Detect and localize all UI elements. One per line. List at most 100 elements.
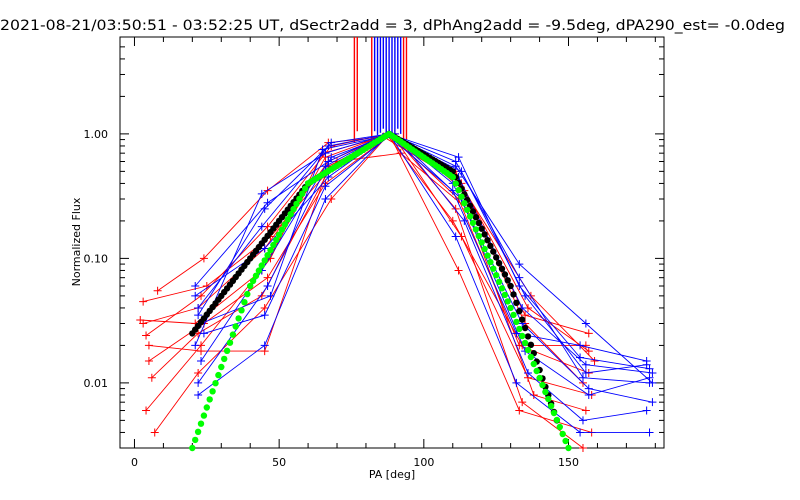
- green-curve-point: [258, 262, 265, 269]
- green-curve-point: [267, 246, 274, 254]
- plus-marker: [194, 390, 203, 399]
- plus-marker: [460, 216, 469, 225]
- plus-marker: [324, 157, 333, 166]
- plus-marker: [451, 204, 460, 213]
- green-curve-point: [212, 380, 219, 387]
- green-curve-point: [299, 190, 306, 197]
- red-trace: [142, 129, 587, 387]
- plus-marker: [512, 378, 521, 387]
- plus-marker: [257, 189, 266, 198]
- green-curve-point: [452, 180, 459, 187]
- green-curve-point: [235, 315, 242, 322]
- plus-marker: [448, 216, 457, 225]
- plus-marker: [191, 341, 200, 350]
- green-curve-point: [533, 367, 540, 375]
- plus-marker: [576, 341, 585, 350]
- red-series: [136, 129, 599, 452]
- black-curve-point: [507, 282, 514, 290]
- blue-trace-line: [197, 133, 650, 370]
- green-curve-point: [255, 267, 263, 274]
- black-curve-point: [490, 248, 497, 255]
- green-curve-point: [461, 200, 468, 207]
- plus-marker: [142, 406, 151, 415]
- green-curve-point: [218, 363, 225, 371]
- black-curve-point: [493, 254, 500, 261]
- plus-marker: [529, 390, 538, 399]
- green-curve-point: [221, 355, 228, 363]
- y-tick-label: 1.00: [84, 128, 109, 141]
- green-curve-point: [302, 185, 309, 192]
- black-curve-point: [484, 237, 491, 244]
- green-curve-point: [507, 304, 514, 312]
- plus-marker: [260, 303, 269, 312]
- green-curve-point: [293, 200, 300, 208]
- green-curve-point: [252, 272, 260, 279]
- green-curve-point: [189, 444, 196, 452]
- green-curve-point: [556, 423, 563, 431]
- green-curve-point: [229, 331, 237, 338]
- x-tick-label: 100: [413, 456, 434, 469]
- green-curve-point: [466, 213, 474, 220]
- green-curve-point: [521, 339, 529, 347]
- black-curve-point: [519, 316, 526, 323]
- red-trace-line: [145, 133, 595, 411]
- black-curve-point: [527, 341, 535, 348]
- plus-marker: [581, 319, 590, 328]
- green-curve-point: [513, 318, 520, 326]
- plus-marker: [581, 406, 590, 415]
- plus-marker: [578, 416, 587, 425]
- plus-marker: [327, 138, 336, 147]
- plus-marker: [197, 356, 206, 365]
- red-trace-line: [140, 133, 589, 334]
- green-curve-point: [516, 325, 523, 333]
- green-curve-point: [223, 347, 231, 354]
- black-curve-point: [495, 259, 503, 267]
- plus-marker: [590, 356, 599, 365]
- plus-marker: [515, 282, 524, 291]
- plus-marker: [521, 291, 530, 300]
- green-curve-point: [542, 388, 549, 396]
- green-curve-point: [238, 307, 245, 314]
- plus-marker: [260, 311, 269, 320]
- green-curve-point: [261, 257, 268, 264]
- black-curve-point: [501, 271, 509, 278]
- green-curve-point: [524, 346, 532, 354]
- y-axis-ticks: [120, 36, 664, 449]
- blue-trace-line: [197, 133, 650, 433]
- plus-marker: [194, 369, 203, 378]
- green-curve-point: [481, 245, 488, 253]
- green-curve-point: [249, 277, 257, 285]
- plus-marker: [578, 444, 587, 452]
- green-curve-point: [458, 193, 465, 200]
- black-curve-point: [478, 225, 485, 232]
- x-tick-label: 150: [558, 456, 579, 469]
- green-curve-point: [539, 381, 546, 389]
- plus-marker: [191, 282, 200, 291]
- green-curve-point: [241, 299, 248, 306]
- green-curve-point: [296, 195, 303, 202]
- blue-trace-line: [200, 133, 647, 421]
- green-curve-point: [565, 444, 572, 452]
- green-curve-point: [464, 206, 471, 213]
- green-curve-point: [275, 231, 283, 238]
- x-tick-label: 50: [272, 456, 286, 469]
- plus-marker: [263, 198, 272, 207]
- green-curve-point: [484, 252, 491, 259]
- blue-trace-line: [194, 133, 650, 384]
- green-curve-point: [475, 232, 482, 240]
- blue-series: [191, 129, 657, 437]
- plus-marker: [645, 364, 654, 373]
- plus-marker: [263, 186, 272, 195]
- green-curve-point: [530, 360, 537, 368]
- plus-marker: [199, 329, 208, 338]
- plus-marker: [191, 291, 200, 300]
- black-curve-point: [469, 208, 477, 215]
- plus-marker: [199, 254, 208, 263]
- green-curve-point: [527, 353, 535, 361]
- plus-marker: [144, 356, 153, 365]
- plus-marker: [136, 316, 145, 325]
- plus-marker: [576, 428, 585, 437]
- plus-marker: [642, 406, 651, 415]
- plus-marker: [257, 291, 266, 300]
- plus-marker: [642, 360, 651, 369]
